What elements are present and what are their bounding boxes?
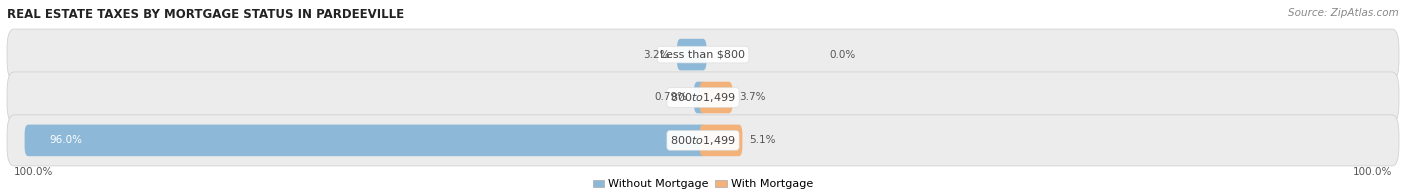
Text: 100.0%: 100.0% xyxy=(14,167,53,177)
FancyBboxPatch shape xyxy=(25,125,707,156)
Text: REAL ESTATE TAXES BY MORTGAGE STATUS IN PARDEEVILLE: REAL ESTATE TAXES BY MORTGAGE STATUS IN … xyxy=(7,8,404,21)
Legend: Without Mortgage, With Mortgage: Without Mortgage, With Mortgage xyxy=(593,179,813,190)
FancyBboxPatch shape xyxy=(678,39,707,70)
FancyBboxPatch shape xyxy=(700,82,733,113)
FancyBboxPatch shape xyxy=(700,125,742,156)
FancyBboxPatch shape xyxy=(7,115,1399,166)
FancyBboxPatch shape xyxy=(7,29,1399,80)
Text: $800 to $1,499: $800 to $1,499 xyxy=(671,134,735,147)
Text: 100.0%: 100.0% xyxy=(1353,167,1392,177)
Text: 3.2%: 3.2% xyxy=(644,50,671,60)
Text: 0.79%: 0.79% xyxy=(654,92,688,103)
FancyBboxPatch shape xyxy=(7,72,1399,123)
Text: 3.7%: 3.7% xyxy=(740,92,766,103)
FancyBboxPatch shape xyxy=(695,82,707,113)
Text: 5.1%: 5.1% xyxy=(749,135,776,145)
Text: 96.0%: 96.0% xyxy=(49,135,82,145)
Text: Less than $800: Less than $800 xyxy=(661,50,745,60)
Text: $800 to $1,499: $800 to $1,499 xyxy=(671,91,735,104)
Text: 0.0%: 0.0% xyxy=(830,50,856,60)
Text: Source: ZipAtlas.com: Source: ZipAtlas.com xyxy=(1288,8,1399,18)
